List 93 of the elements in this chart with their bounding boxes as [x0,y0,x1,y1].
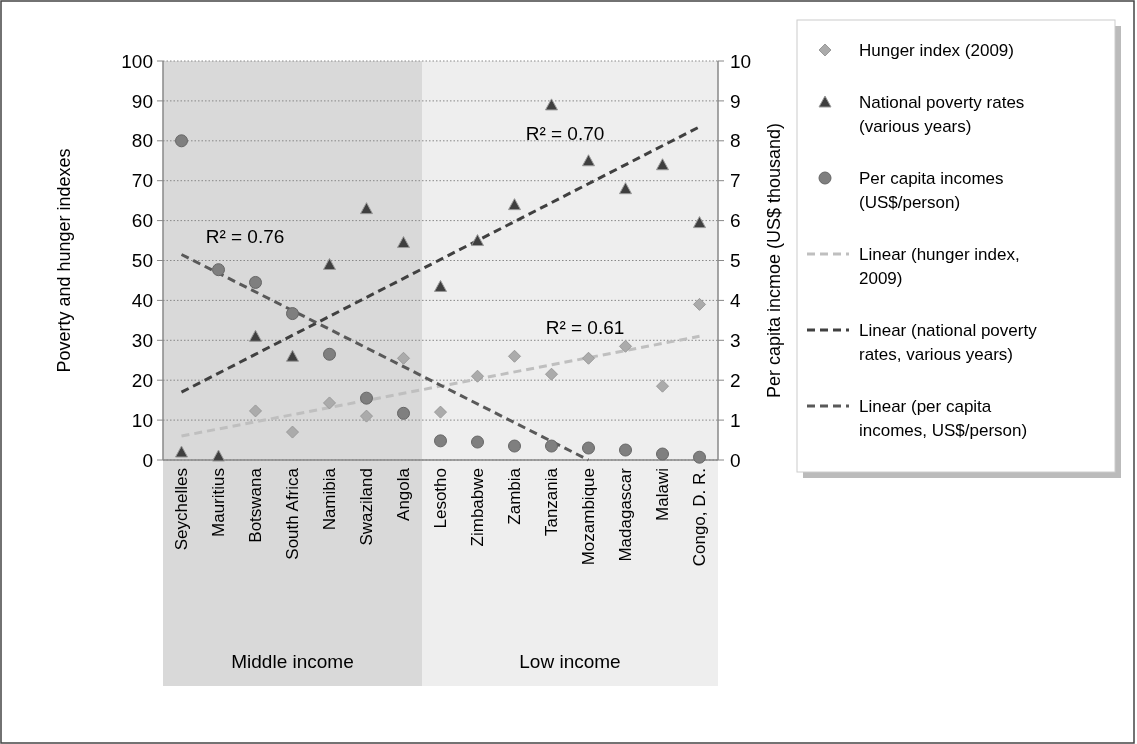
x-tick-label: Mozambique [579,468,599,566]
annotation: R² = 0.76 [205,225,285,247]
x-tick-label: Zimbabwe [468,468,488,547]
point [508,349,521,363]
y-tick-label: 0 [142,449,153,471]
x-tick-label: Madagascar [616,467,636,562]
point [471,234,484,247]
point [656,158,669,171]
y2-tick-label: 5 [730,250,741,272]
point [323,396,336,410]
point [508,198,521,211]
x-tick-label: South Africa [283,467,303,560]
point [619,443,632,457]
point [249,329,262,342]
point [323,347,336,361]
point [175,134,188,148]
y2-tick-label: 4 [730,290,741,312]
annotation: R² = 0.70 [525,122,605,144]
y-tick-label: 10 [131,409,153,431]
y2-tick-label: 2 [730,369,741,391]
band-label: Low income [519,651,621,672]
point [434,279,447,292]
point [434,434,447,448]
point [693,216,706,229]
y2-tick-label: 8 [730,130,741,152]
point [286,349,299,362]
point [545,98,558,111]
y-tick-label: 50 [131,250,153,272]
annotation: R² = 0.61 [545,316,625,338]
y-tick-label: 90 [131,90,153,112]
point [175,445,188,458]
point [582,154,595,167]
x-tick-label: Tanzania [542,467,562,537]
x-tick-label: Lesotho [431,468,451,529]
x-tick-label: Angola [394,467,414,521]
y-axis-title: Poverty and hunger indexes [54,148,74,373]
band-label: Middle income [231,651,354,672]
legend-label: National poverty rates (various years) [859,93,1025,136]
y-tick-label: 100 [121,50,153,72]
legend-label: Linear (per capita incomes, US$/person) [859,397,1028,440]
point [508,439,521,453]
x-tick-label: Congo, D. R. [690,468,710,567]
x-tick-label: Swaziland [357,468,377,546]
point [545,367,558,381]
point [360,391,373,405]
point [545,439,558,453]
point [434,405,447,419]
point [582,441,595,455]
y2-tick-label: 6 [730,210,741,232]
point [397,236,410,249]
y2-axis-title: Per capita incmoe (US$ thousand) [764,122,784,399]
point [397,406,410,420]
point [693,450,706,464]
point [397,351,410,365]
y2-tick-label: 3 [730,329,741,351]
legend-label: Linear (national poverty rates, various years) [859,321,1038,364]
legend-label: Hunger index (2009) [859,41,1014,60]
point [360,409,373,423]
y-tick-label: 40 [131,290,153,312]
legend-label: Per capita incomes (US$/person) [859,169,1004,212]
y-tick-label: 30 [131,329,153,351]
y2-tick-label: 1 [730,409,741,431]
y-tick-label: 60 [131,210,153,232]
legend-label: Linear (hunger index, 2009) [859,245,1020,288]
y2-tick-label: 7 [730,170,741,192]
point [286,307,299,321]
point [656,447,669,461]
point [619,182,632,195]
x-tick-label: Namibia [320,467,340,531]
point [656,379,669,393]
y-tick-label: 20 [131,369,153,391]
point [212,263,225,277]
x-tick-label: Mauritius [209,468,229,537]
y-tick-label: 70 [131,170,153,192]
y-tick-label: 80 [131,130,153,152]
point [582,351,595,365]
point [619,339,632,353]
y2-tick-label: 10 [730,50,752,72]
point [286,425,299,439]
point [693,297,706,311]
x-tick-label: Zambia [505,467,525,525]
y2-tick-label: 0 [730,449,741,471]
x-tick-label: Botswana [246,467,266,543]
x-tick-label: Malawi [653,468,673,521]
point [323,257,336,270]
point [249,404,262,418]
point [471,435,484,449]
y2-tick-label: 9 [730,90,741,112]
point [212,449,225,462]
x-tick-label: Seychelles [172,468,192,551]
point [360,202,373,215]
point [471,369,484,383]
point [249,275,262,289]
